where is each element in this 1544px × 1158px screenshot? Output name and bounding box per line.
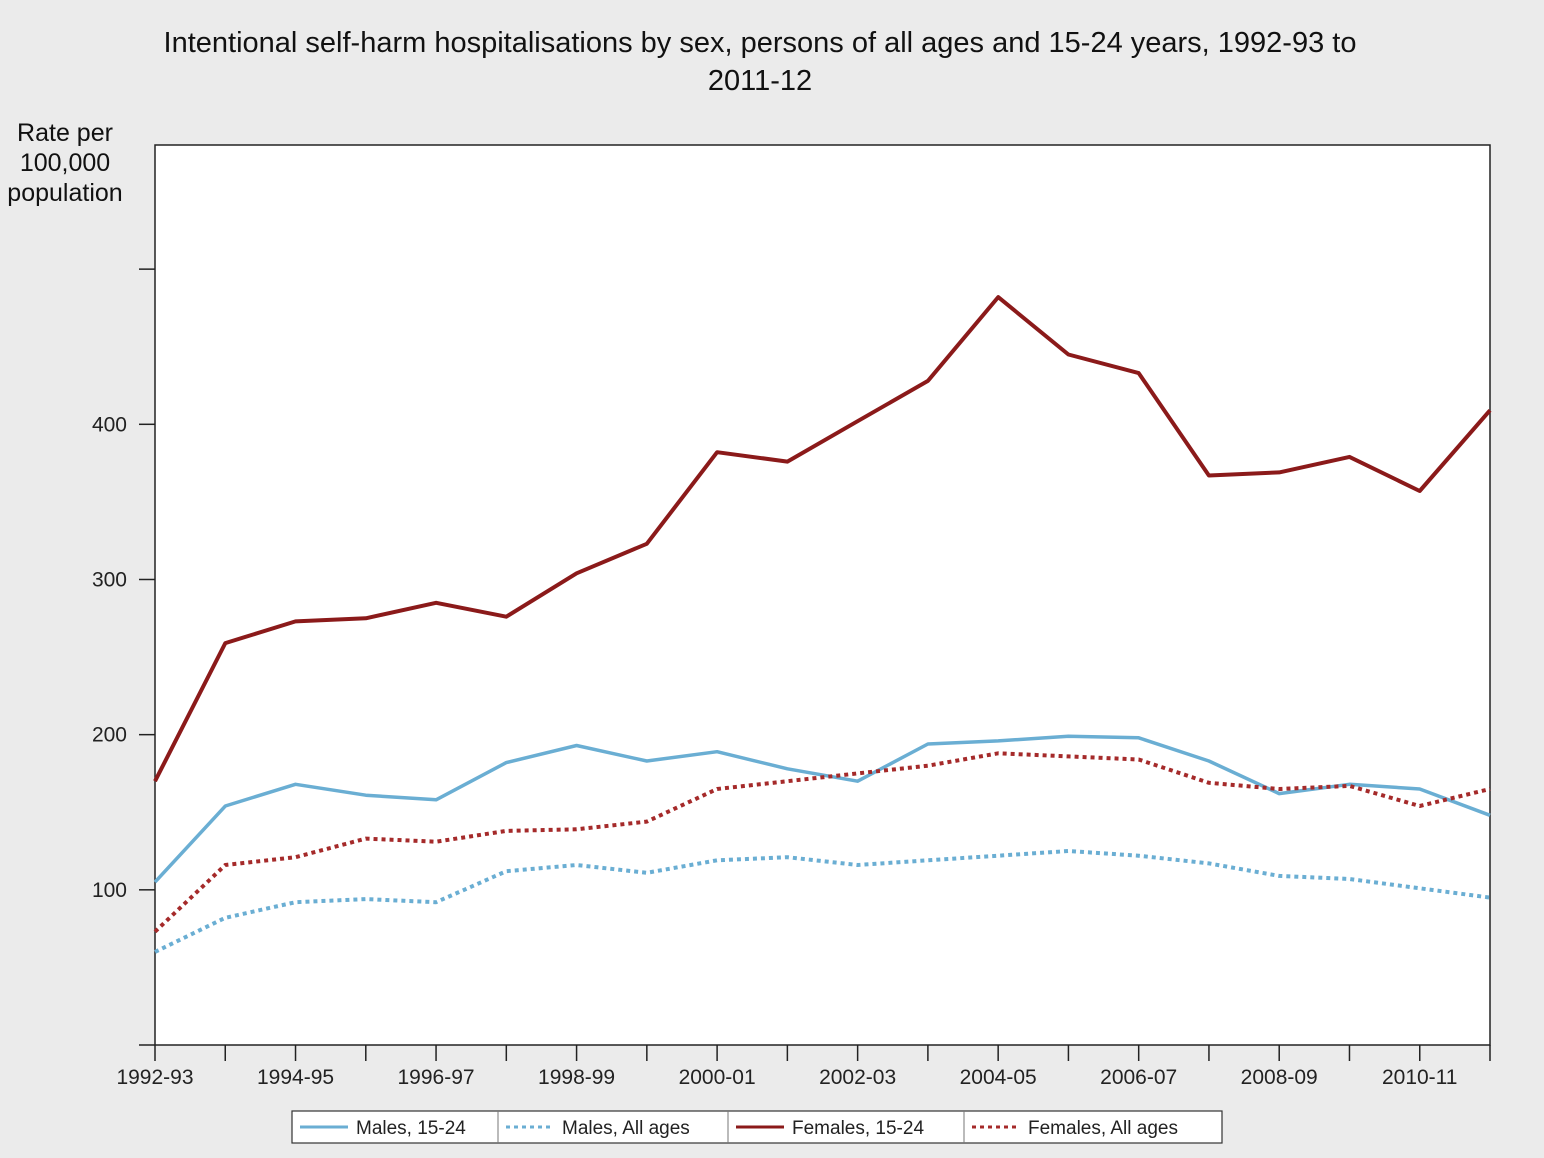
x-tick-label-2006-07: 2006-07 xyxy=(1100,1066,1177,1089)
y-tick-label-400: 400 xyxy=(92,413,127,436)
series-line-females-all-ages xyxy=(153,751,1491,934)
y-tick-label-300: 300 xyxy=(92,568,127,591)
x-tick-label-2010-11: 2010-11 xyxy=(1382,1066,1458,1089)
x-tick-label-1992-93: 1992-93 xyxy=(116,1066,193,1089)
x-tick-label-1994-95: 1994-95 xyxy=(257,1066,334,1089)
legend-label-males-15-24: Males, 15-24 xyxy=(356,1118,466,1139)
legend: Males, 15-24 Males, All ages Females, 15-2… xyxy=(291,1110,1223,1144)
series-line-females-15-24 xyxy=(153,295,1492,783)
series-line-males-all-ages xyxy=(154,849,1491,954)
y-axis-title: Rate per 100,000 population xyxy=(7,119,123,207)
series-lines xyxy=(153,295,1492,954)
legend-label-males-all-ages: Males, All ages xyxy=(562,1118,690,1139)
x-tick-label-2000-01: 2000-01 xyxy=(679,1066,756,1089)
x-tick-label-2004-05: 2004-05 xyxy=(960,1066,1037,1089)
y-axis: 100 200 300 400 xyxy=(92,268,155,1046)
chart-title: Intentional self-harm hospitalisations b… xyxy=(163,27,1357,97)
series-line-males-15-24 xyxy=(153,734,1491,884)
legend-label-females-15-24: Females, 15-24 xyxy=(792,1118,924,1139)
plot-area xyxy=(154,144,1491,1046)
x-tick-label-2008-09: 2008-09 xyxy=(1241,1066,1318,1089)
x-tick-label-1998-99: 1998-99 xyxy=(538,1066,615,1089)
legend-label-females-all-ages: Females, All ages xyxy=(1028,1118,1178,1139)
y-tick-label-100: 100 xyxy=(92,879,127,902)
y-tick-label-200: 200 xyxy=(92,724,127,747)
x-tick-label-2002-03: 2002-03 xyxy=(819,1066,896,1089)
x-tick-label-1996-97: 1996-97 xyxy=(398,1066,475,1089)
x-axis: 1992-93 1994-95 1996-97 1998-99 2000-01 2002-… xyxy=(116,1045,1491,1089)
